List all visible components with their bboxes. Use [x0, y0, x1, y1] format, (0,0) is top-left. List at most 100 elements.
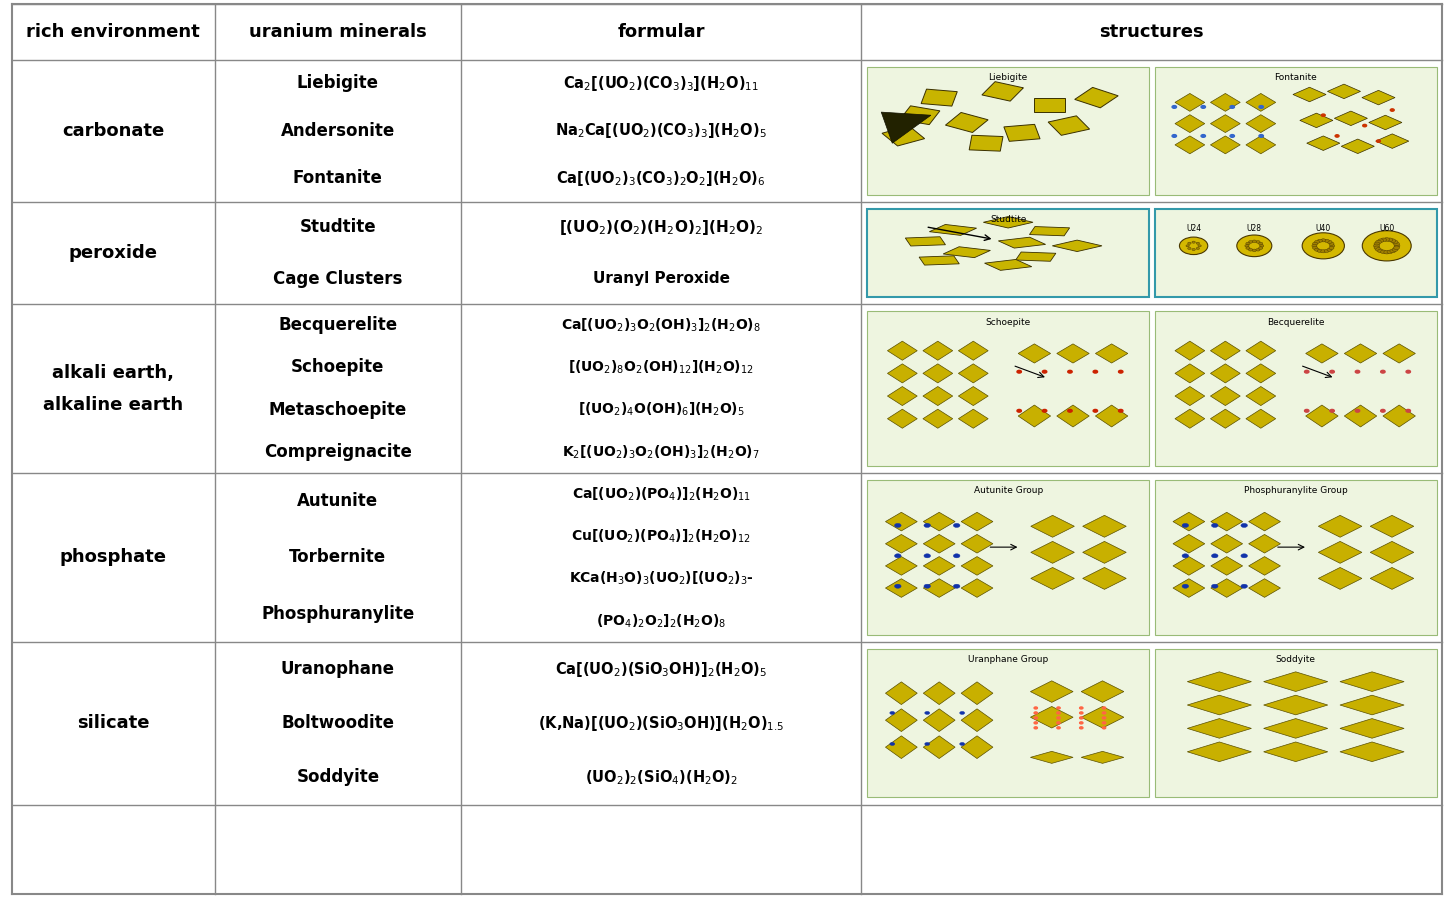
Polygon shape: [1341, 139, 1374, 154]
Polygon shape: [923, 578, 955, 597]
Circle shape: [1080, 707, 1083, 709]
Polygon shape: [919, 256, 960, 265]
Polygon shape: [945, 112, 989, 133]
Polygon shape: [1264, 695, 1328, 715]
Polygon shape: [1016, 252, 1056, 261]
Text: Ca[(UO$_2$)(PO$_4$)]$_2$(H$_2$O)$_{11}$: Ca[(UO$_2$)(PO$_4$)]$_2$(H$_2$O)$_{11}$: [571, 486, 750, 503]
Polygon shape: [1210, 409, 1240, 428]
Circle shape: [1230, 135, 1234, 137]
Polygon shape: [1300, 113, 1333, 128]
Polygon shape: [1188, 742, 1252, 762]
Circle shape: [1391, 248, 1397, 251]
Circle shape: [1245, 244, 1249, 247]
Polygon shape: [1345, 405, 1377, 427]
Polygon shape: [1246, 341, 1275, 360]
Circle shape: [925, 743, 929, 745]
Circle shape: [1256, 241, 1261, 243]
Polygon shape: [1246, 364, 1275, 383]
Circle shape: [1381, 370, 1386, 373]
Circle shape: [1317, 239, 1323, 242]
Polygon shape: [906, 237, 945, 246]
Text: Becquerelite: Becquerelite: [1266, 318, 1325, 327]
Circle shape: [1093, 370, 1098, 373]
Circle shape: [1182, 585, 1189, 588]
Polygon shape: [944, 247, 990, 258]
Polygon shape: [1210, 341, 1240, 360]
Polygon shape: [1031, 707, 1073, 728]
Text: Liebigite: Liebigite: [297, 75, 379, 92]
Circle shape: [1374, 242, 1380, 246]
Polygon shape: [1082, 752, 1124, 763]
Text: Compreignacite: Compreignacite: [265, 443, 411, 461]
Polygon shape: [885, 534, 917, 553]
Text: carbonate: carbonate: [63, 122, 164, 140]
Text: formular: formular: [618, 23, 705, 41]
Polygon shape: [1246, 136, 1275, 154]
Polygon shape: [958, 341, 989, 360]
Polygon shape: [1306, 405, 1338, 427]
Polygon shape: [885, 512, 917, 531]
Circle shape: [1043, 409, 1047, 412]
Polygon shape: [958, 409, 989, 428]
Circle shape: [1378, 249, 1384, 252]
Circle shape: [1192, 249, 1195, 251]
Polygon shape: [981, 82, 1024, 101]
Circle shape: [1102, 712, 1105, 714]
Circle shape: [1313, 246, 1317, 250]
Polygon shape: [1375, 134, 1409, 148]
Text: Liebigite: Liebigite: [989, 73, 1028, 82]
Text: Soddyite: Soddyite: [1275, 656, 1316, 665]
Polygon shape: [1034, 98, 1066, 112]
Circle shape: [1394, 244, 1400, 248]
Polygon shape: [923, 709, 955, 732]
Circle shape: [1211, 554, 1218, 558]
Text: Uranophane: Uranophane: [281, 660, 395, 678]
Circle shape: [1387, 250, 1393, 253]
Circle shape: [1016, 370, 1021, 373]
Polygon shape: [961, 709, 993, 732]
Circle shape: [1252, 249, 1256, 251]
Polygon shape: [1018, 344, 1051, 363]
Polygon shape: [1249, 512, 1281, 531]
Polygon shape: [887, 364, 917, 383]
Text: Ca[(UO$_2$)(SiO$_3$OH)]$_2$(H$_2$O)$_5$: Ca[(UO$_2$)(SiO$_3$OH)]$_2$(H$_2$O)$_5$: [555, 659, 768, 679]
Polygon shape: [961, 512, 993, 531]
Polygon shape: [923, 364, 952, 383]
Circle shape: [894, 554, 901, 558]
Circle shape: [954, 585, 960, 588]
Polygon shape: [1173, 512, 1205, 531]
Circle shape: [1201, 135, 1205, 137]
Circle shape: [1057, 726, 1060, 729]
Circle shape: [954, 524, 960, 527]
Circle shape: [960, 711, 964, 715]
Circle shape: [1375, 248, 1381, 251]
Circle shape: [1325, 239, 1329, 242]
Polygon shape: [1368, 115, 1402, 129]
Circle shape: [1057, 712, 1060, 714]
Circle shape: [1102, 707, 1105, 709]
Polygon shape: [970, 136, 1003, 151]
Polygon shape: [1053, 240, 1102, 251]
Circle shape: [1384, 251, 1390, 254]
Polygon shape: [1031, 681, 1073, 702]
Text: Schoepite: Schoepite: [986, 318, 1031, 327]
FancyBboxPatch shape: [867, 480, 1149, 635]
Text: Ca[(UO$_2$)$_3$(CO$_3$)$_2$O$_2$](H$_2$O)$_6$: Ca[(UO$_2$)$_3$(CO$_3$)$_2$O$_2$](H$_2$O…: [557, 169, 766, 188]
Circle shape: [1312, 244, 1317, 247]
Polygon shape: [1175, 409, 1205, 428]
Circle shape: [1259, 244, 1264, 247]
Circle shape: [1355, 370, 1359, 373]
Circle shape: [1057, 717, 1060, 719]
Circle shape: [890, 711, 894, 715]
Text: phosphate: phosphate: [60, 549, 167, 567]
Text: Boltwoodite: Boltwoodite: [281, 714, 394, 732]
Text: Ca[(UO$_2$)$_3$O$_2$(OH)$_3$]$_2$(H$_2$O)$_8$: Ca[(UO$_2$)$_3$O$_2$(OH)$_3$]$_2$(H$_2$O…: [561, 316, 760, 334]
Polygon shape: [1210, 136, 1240, 154]
Circle shape: [1211, 524, 1218, 527]
Text: (K,Na)[(UO$_2$)(SiO$_3$OH)](H$_2$O)$_{1.5}$: (K,Na)[(UO$_2$)(SiO$_3$OH)](H$_2$O)$_{1.…: [538, 714, 784, 733]
Circle shape: [1381, 238, 1387, 242]
Polygon shape: [1249, 534, 1281, 553]
Text: Ca$_2$[(UO$_2$)(CO$_3$)$_3$](H$_2$O)$_{11}$: Ca$_2$[(UO$_2$)(CO$_3$)$_3$](H$_2$O)$_{1…: [563, 74, 759, 92]
Circle shape: [1390, 249, 1396, 252]
Circle shape: [1230, 106, 1234, 109]
